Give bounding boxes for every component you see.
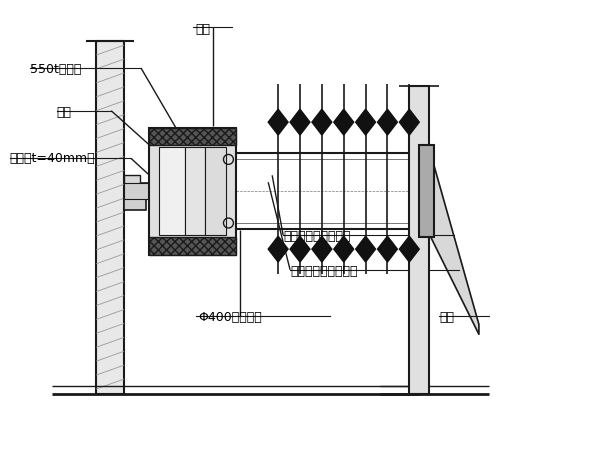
Bar [149, 128, 236, 145]
Text: Φ400无缝钢管: Φ400无缝钢管 [199, 311, 262, 324]
Text: 钢板（t=40mm）: 钢板（t=40mm） [10, 153, 95, 166]
Polygon shape [334, 236, 353, 262]
Bar [149, 237, 236, 255]
Text: 斜拉索施工用变径头: 斜拉索施工用变径头 [290, 265, 358, 278]
Bar [159, 148, 185, 235]
Bar [419, 145, 434, 237]
Polygon shape [290, 109, 310, 135]
Text: 垫板: 垫板 [56, 106, 71, 119]
Bar [124, 176, 140, 189]
Polygon shape [356, 109, 376, 135]
Polygon shape [356, 236, 376, 262]
Text: 撑脚: 撑脚 [196, 23, 211, 36]
Polygon shape [268, 109, 288, 135]
Bar [205, 148, 226, 235]
Text: 550t千斤顶: 550t千斤顶 [29, 63, 81, 76]
Bar [149, 128, 236, 255]
Bar [185, 148, 205, 235]
Polygon shape [429, 148, 479, 334]
Polygon shape [290, 236, 310, 262]
Polygon shape [334, 109, 353, 135]
Polygon shape [400, 236, 419, 262]
Polygon shape [377, 109, 397, 135]
Bar [124, 183, 149, 199]
Text: 牛腿: 牛腿 [439, 311, 454, 324]
Bar [124, 192, 146, 210]
Bar [409, 86, 429, 394]
Text: 斜拉索施工用开合板: 斜拉索施工用开合板 [283, 230, 350, 243]
Polygon shape [377, 236, 397, 262]
Polygon shape [268, 236, 288, 262]
Bar [96, 41, 124, 394]
Polygon shape [312, 109, 332, 135]
Polygon shape [312, 236, 332, 262]
Polygon shape [400, 109, 419, 135]
